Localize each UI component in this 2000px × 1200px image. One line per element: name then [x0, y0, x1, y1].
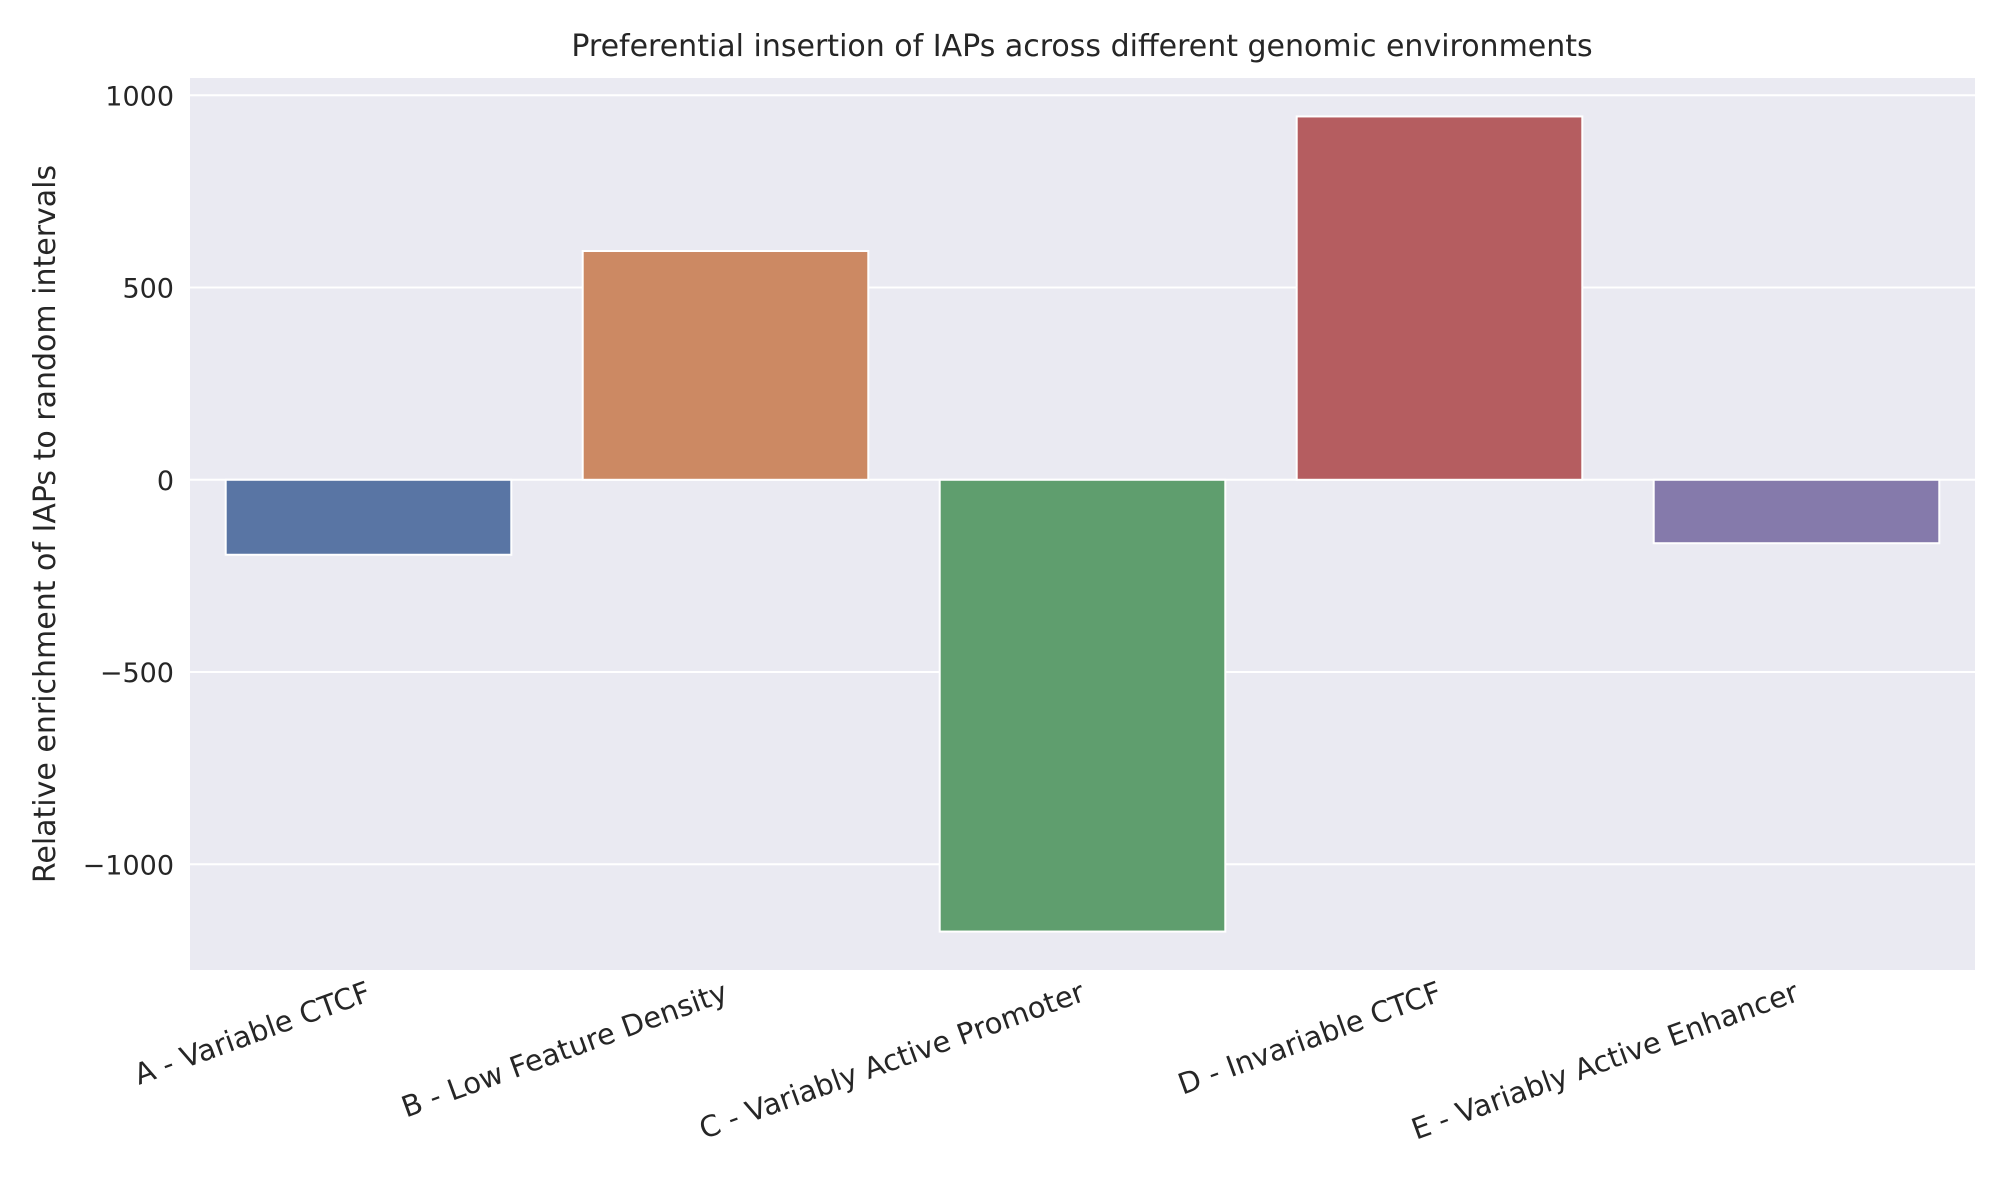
y-tick-labels: 1000 500 0 −500 −1000: [83, 81, 174, 881]
bar: [1295, 115, 1584, 481]
y-tick-label: 500: [122, 274, 174, 305]
x-tick-label: D - Invariable CTCF: [1173, 975, 1445, 1102]
x-tick-label: E - Variably Active Enhancer: [1407, 975, 1803, 1147]
x-tick-label: A - Variable CTCF: [130, 975, 375, 1092]
x-tick-label: B - Low Feature Density: [397, 975, 732, 1125]
y-tick-label: −500: [100, 658, 174, 689]
bar: [224, 478, 513, 556]
y-tick-label: 0: [157, 466, 174, 497]
bar: [938, 478, 1227, 933]
y-axis-label: Relative enrichment of IAPs to random in…: [28, 165, 63, 883]
bars: [224, 115, 1941, 933]
y-tick-label: −1000: [83, 850, 174, 881]
x-tick-labels: A - Variable CTCF B - Low Feature Density…: [130, 975, 1803, 1147]
chart-title: Preferential insertion of IAPs across di…: [571, 29, 1592, 64]
bar: [1652, 478, 1941, 545]
bar: [581, 250, 870, 481]
x-tick-label: C - Variably Active Promoter: [695, 975, 1089, 1146]
y-tick-label: 1000: [105, 81, 174, 112]
